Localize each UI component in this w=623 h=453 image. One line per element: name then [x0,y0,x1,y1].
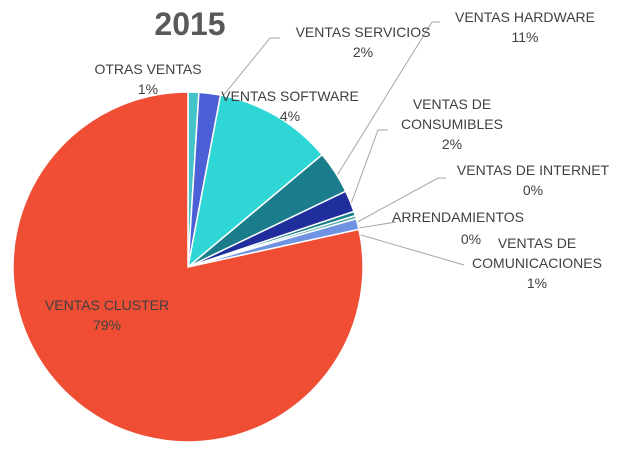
pie-slice [12,91,364,443]
slice-label: VENTAS SOFTWARE [221,88,359,104]
leader-line [351,177,446,226]
leader-line [209,37,280,113]
slice-value-label: 2% [441,136,463,152]
chart-title: 2015 [154,6,226,42]
leader-line [352,221,397,230]
slice-label: VENTAS DE CONSUMIBLES [401,96,503,132]
slice-value-label: 4% [279,108,301,124]
slice-value-label: 0% [460,231,482,247]
slice-label: VENTAS HARDWARE [454,9,596,25]
slice-value-label: 79% [92,317,122,333]
pie-slice [186,94,324,269]
slice-value-label: 1% [526,275,548,291]
slice-value-label: 2% [352,44,374,60]
slice-value-label: 0% [522,182,544,198]
leader-line [353,232,465,266]
slice-label: VENTAS DE COMUNICACIONES [472,235,602,271]
leader-line [332,21,440,183]
slice-label: OTRAS VENTAS [94,61,202,77]
slice-label: VENTAS DE INTERNET [456,162,610,178]
slice-value-label: 1% [137,81,159,97]
slice-label: VENTAS SERVICIOS [295,24,431,40]
slice-label: ARRENDAMIENTOS [392,209,524,225]
slice-label: VENTAS CLUSTER [44,297,170,313]
leader-line [347,129,388,213]
slice-value-label: 11% [511,29,539,45]
